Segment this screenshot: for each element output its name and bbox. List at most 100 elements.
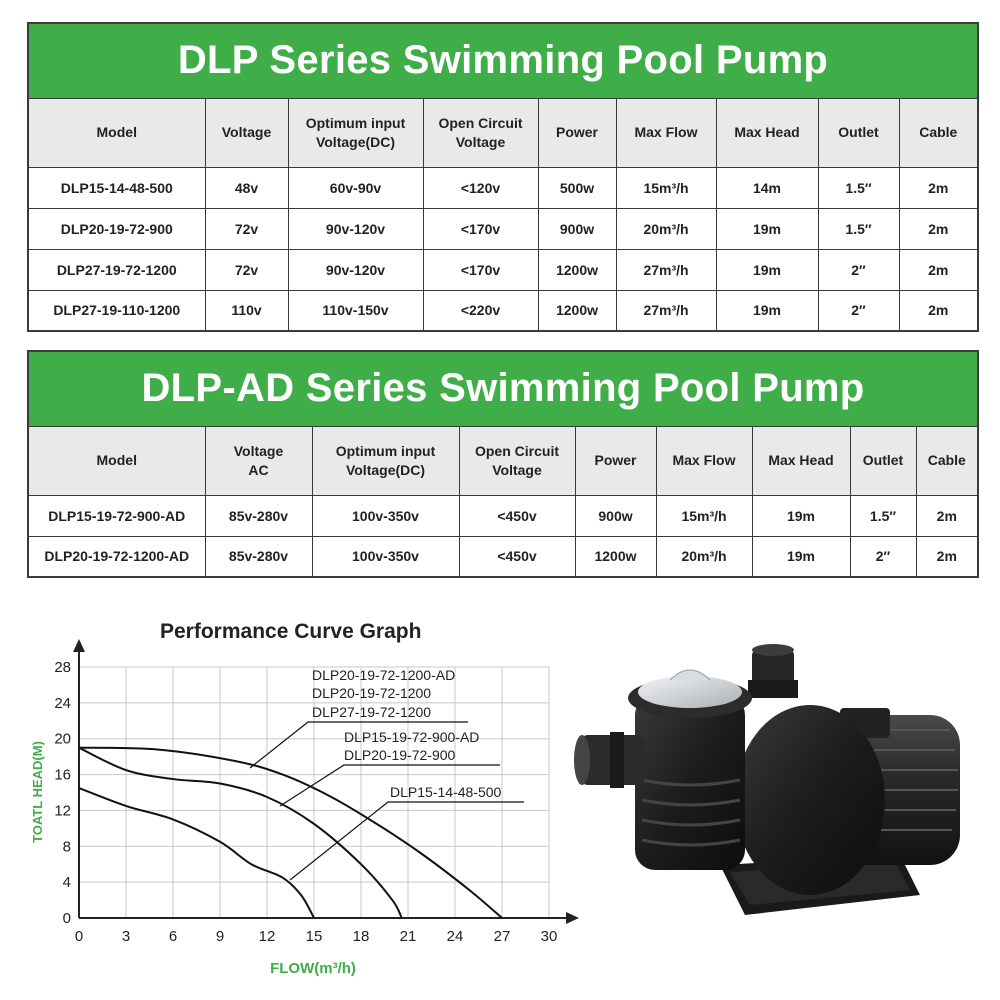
performance-curve-chart: 0 3 6 9 12 15 18 21 24 27 30 0 4 8 12 16 20 24 28 FLOW(m³/h… (30, 639, 579, 977)
table-cell: <450v (458, 494, 576, 537)
table-cell: 19m (715, 289, 819, 332)
x-tick-label: 30 (541, 928, 558, 945)
table-cell: 27m³/h (615, 289, 717, 332)
column-header: Voltage (204, 97, 289, 168)
y-tick-label: 12 (54, 802, 71, 819)
x-tick-label: 18 (353, 928, 370, 945)
table-cell: 2″ (817, 289, 900, 332)
curve-label: DLP20-19-72-1200 (312, 685, 431, 701)
column-header: Max Flow (655, 425, 753, 496)
y-tick-label: 4 (63, 874, 71, 891)
curve-series-2 (78, 746, 403, 919)
table-cell: 85v-280v (204, 535, 313, 578)
table-cell: 1.5″ (817, 207, 900, 250)
pool-pump-image (574, 644, 960, 915)
y-tick-label: 28 (54, 659, 71, 676)
y-tick-label: 24 (54, 695, 71, 712)
table-cell: <220v (422, 289, 539, 332)
table-cell: DLP15-19-72-900-AD (27, 494, 206, 537)
table-row: DLP27-19-110-1200 110v 110v-150v <220v 1200w… (27, 289, 979, 332)
x-tick-label: 12 (259, 928, 276, 945)
column-header: Cable (898, 97, 979, 168)
curve-series-3 (78, 787, 315, 919)
column-header: Max Head (751, 425, 851, 496)
table-cell: 2m (898, 207, 979, 250)
x-axis-arrow (566, 912, 579, 924)
y-axis-title: TOATL HEAD(M) (30, 741, 45, 843)
table-cell: 2″ (849, 535, 917, 578)
table-cell: 20m³/h (615, 207, 717, 250)
table-cell: <450v (458, 535, 576, 578)
column-header: Model (27, 97, 206, 168)
column-header: Power (537, 97, 617, 168)
table-cell: 1.5″ (817, 166, 900, 209)
curve-label: DLP15-14-48-500 (390, 784, 502, 800)
table-row: DLP20-19-72-900 72v 90v-120v <170v 900w 20m³/… (27, 207, 979, 250)
leader-line (249, 721, 468, 769)
table-cell: 1200w (537, 248, 617, 291)
y-tick-label: 16 (54, 767, 71, 784)
table-cell: 19m (751, 494, 851, 537)
table-cell: 90v-120v (287, 248, 424, 291)
x-tick-label: 21 (400, 928, 417, 945)
table-cell: 19m (715, 248, 819, 291)
table-cell: 14m (715, 166, 819, 209)
y-axis-arrow (73, 639, 85, 652)
table-cell: 2m (915, 535, 979, 578)
table-cell: 27m³/h (615, 248, 717, 291)
x-tick-label: 27 (494, 928, 511, 945)
table-cell: 1200w (537, 289, 617, 332)
x-tick-label: 3 (122, 928, 130, 945)
y-tick-label: 8 (63, 838, 71, 855)
table-cell: 2m (898, 248, 979, 291)
table-cell: 1.5″ (849, 494, 917, 537)
table-cell: 72v (204, 248, 289, 291)
table-cell: 900w (537, 207, 617, 250)
table-row: DLP15-14-48-500 48v 60v-90v <120v 500w 15m³/h… (27, 166, 979, 209)
column-header: Max Head (715, 97, 819, 168)
dlp-series-table: DLP Series Swimming Pool Pump Model Volta… (27, 22, 980, 332)
curve-series-1 (78, 746, 503, 919)
table-cell: 2m (898, 289, 979, 332)
chart-title: Performance Curve Graph (160, 620, 422, 643)
y-tick-label: 0 (63, 910, 71, 927)
table-cell: <120v (422, 166, 539, 209)
table-cell: 90v-120v (287, 207, 424, 250)
column-header: Open Circuit Voltage (422, 97, 539, 168)
table-cell: 110v-150v (287, 289, 424, 332)
x-tick-label: 0 (75, 928, 83, 945)
table-header-row: Model Voltage Optimum input Voltage(DC) Open… (27, 97, 979, 168)
table-cell: 15m³/h (655, 494, 753, 537)
table-row: DLP15-19-72-900-AD 85v-280v 100v-350v <450v… (27, 494, 979, 537)
column-header: Max Flow (615, 97, 717, 168)
table-cell: 48v (204, 166, 289, 209)
column-header: Outlet (817, 97, 900, 168)
y-tick-label: 20 (54, 731, 71, 748)
table-cell: DLP15-14-48-500 (27, 166, 206, 209)
table-cell: 1200w (574, 535, 657, 578)
dlp-ad-series-table: DLP-AD Series Swimming Pool Pump Model Vo… (27, 350, 980, 578)
table-cell: <170v (422, 207, 539, 250)
table-cell: 15m³/h (615, 166, 717, 209)
column-header: Model (27, 425, 206, 496)
curve-label: DLP27-19-72-1200 (312, 704, 431, 720)
table-cell: 900w (574, 494, 657, 537)
table-cell: 60v-90v (287, 166, 424, 209)
table-cell: 110v (204, 289, 289, 332)
table-cell: 500w (537, 166, 617, 209)
table-cell: 2m (915, 494, 979, 537)
column-header: Open Circuit Voltage (458, 425, 576, 496)
column-header: Optimum input Voltage(DC) (311, 425, 460, 496)
table-cell: 19m (751, 535, 851, 578)
x-tick-label: 6 (169, 928, 177, 945)
table-cell: 20m³/h (655, 535, 753, 578)
column-header: Power (574, 425, 657, 496)
column-header: Outlet (849, 425, 917, 496)
leader-line (279, 764, 500, 807)
x-axis-title: FLOW(m³/h) (270, 960, 356, 977)
table-cell: 85v-280v (204, 494, 313, 537)
curve-label: DLP20-19-72-900 (344, 747, 456, 763)
dlp-series-table-block: DLP Series Swimming Pool Pump Model Volta… (27, 22, 980, 332)
table-cell: 72v (204, 207, 289, 250)
x-tick-label: 9 (216, 928, 224, 945)
